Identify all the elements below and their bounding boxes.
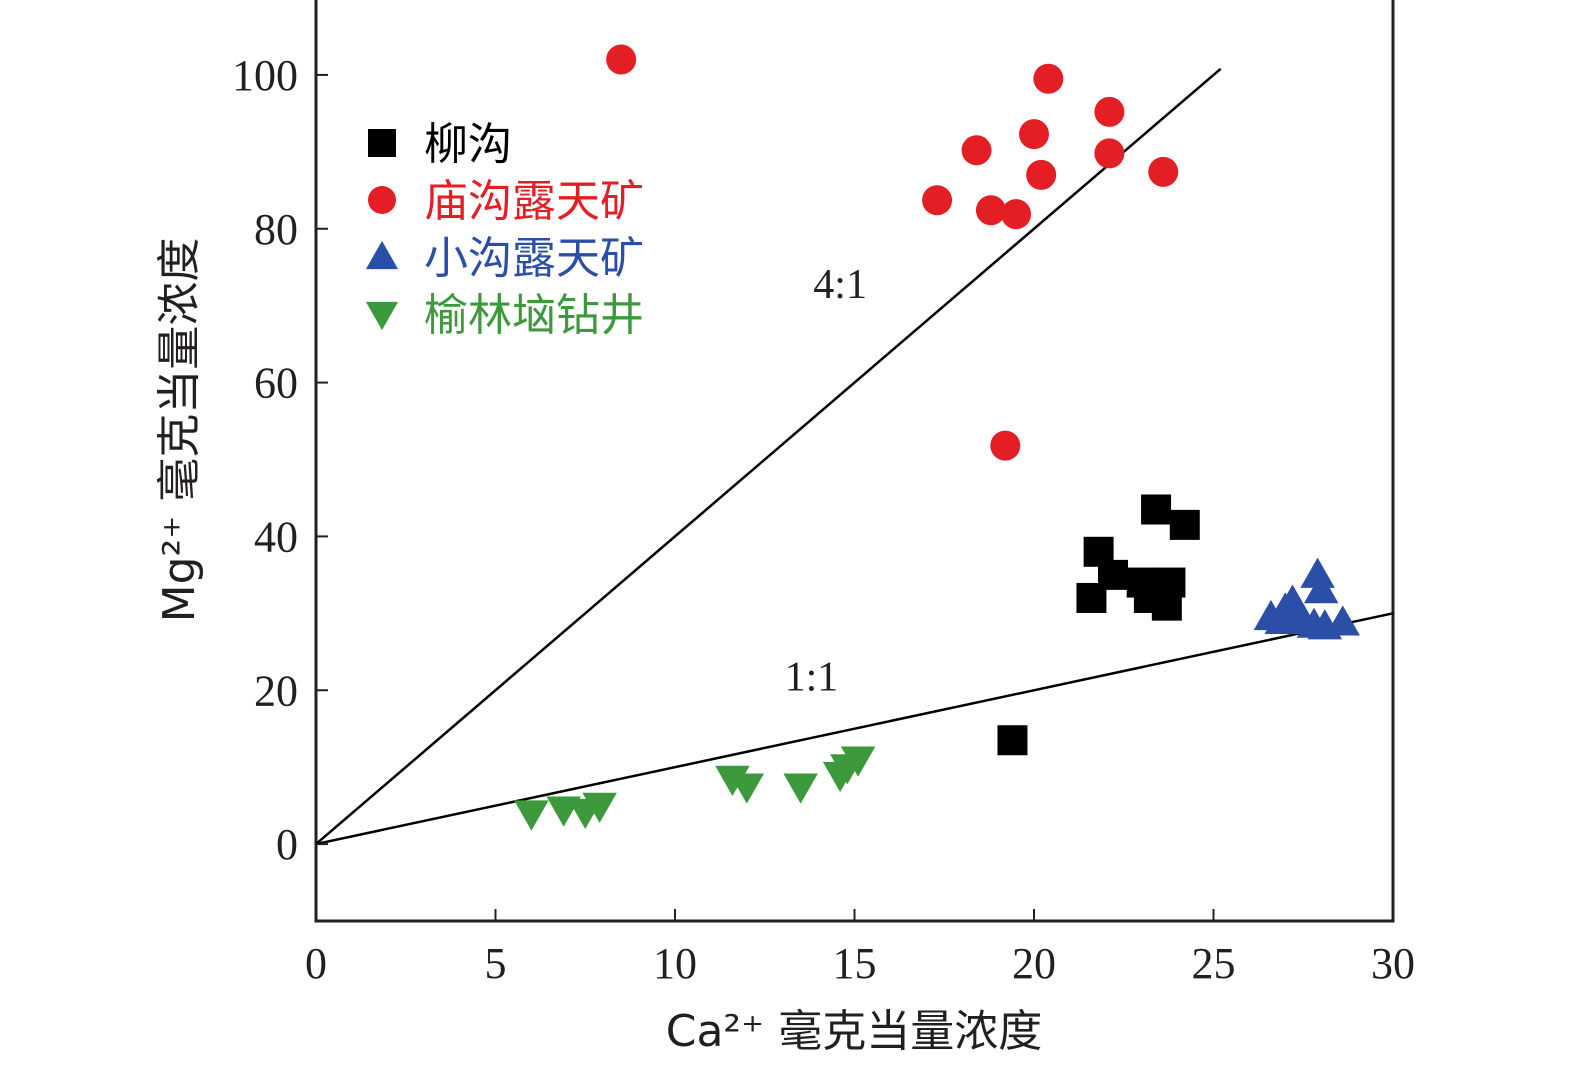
point-circle	[990, 430, 1021, 461]
reference-line-label: 4:1	[813, 262, 867, 308]
point-circle	[975, 195, 1006, 226]
point-circle	[606, 44, 637, 75]
point-square	[1141, 494, 1172, 525]
point-circle	[1094, 96, 1125, 127]
point-triangle-down	[514, 800, 549, 831]
point-circle	[1001, 199, 1032, 230]
point-circle	[1019, 119, 1049, 150]
point-triangle-up	[1303, 573, 1339, 604]
y-tick-label: 0	[276, 820, 298, 869]
y-tick-label: 80	[254, 205, 298, 254]
point-triangle-down	[582, 792, 617, 823]
point-square	[997, 725, 1028, 756]
legend-label: 小沟露天矿	[424, 233, 644, 284]
x-axis-label: Ca²⁺ 毫克当量浓度	[666, 1006, 1043, 1057]
x-tick-label: 15	[833, 939, 877, 988]
legend-marker-triangle-up	[365, 240, 399, 270]
point-triangle-up	[1264, 603, 1299, 634]
reference-lines: 4:1 1:1	[315, 67, 1394, 846]
point-circle	[1026, 159, 1057, 190]
point-triangle-down	[715, 765, 750, 796]
legend-marker-triangle-down	[365, 301, 399, 331]
reference-line-4-1	[315, 67, 1222, 846]
point-square	[1097, 559, 1128, 590]
legend-label: 榆林垴钻井	[424, 290, 644, 341]
axis-ticks: 0 5 10 15 20 25 30 0 20 40 60 80 100	[232, 51, 1415, 988]
point-square	[1151, 590, 1182, 621]
point-circle	[961, 135, 992, 166]
y-tick-label: 40	[254, 512, 298, 561]
point-circle	[1094, 138, 1125, 169]
legend-label: 柳沟	[424, 119, 512, 170]
point-triangle-up	[1300, 557, 1335, 588]
point-triangle-up	[1275, 584, 1310, 615]
y-tick-label: 100	[232, 51, 298, 100]
x-tick-label: 10	[653, 939, 697, 988]
x-tick-label: 5	[485, 939, 507, 988]
x-tick-label: 25	[1192, 939, 1236, 988]
y-tick-label: 60	[254, 359, 298, 408]
point-triangle-down	[729, 773, 765, 804]
point-triangle-down	[840, 746, 876, 777]
point-triangle-up	[1325, 605, 1360, 636]
data-points	[514, 44, 1360, 831]
y-tick-label: 20	[254, 666, 298, 715]
reference-line-label: 1:1	[785, 654, 839, 700]
x-tick-label: 20	[1012, 939, 1056, 988]
x-tick-label: 30	[1371, 939, 1415, 988]
point-square	[1169, 509, 1200, 540]
reference-line-1-1	[315, 612, 1394, 846]
legend-marker-square	[368, 129, 396, 157]
point-triangle-down	[783, 773, 818, 804]
point-circle	[922, 185, 953, 216]
x-tick-label: 0	[305, 939, 327, 988]
legend-marker-circle	[368, 186, 396, 214]
y-axis-label: Mg²⁺ 毫克当量浓度	[154, 238, 205, 623]
point-circle	[1148, 156, 1179, 187]
point-circle	[1033, 63, 1064, 94]
legend-label: 庙沟露天矿	[424, 176, 644, 227]
